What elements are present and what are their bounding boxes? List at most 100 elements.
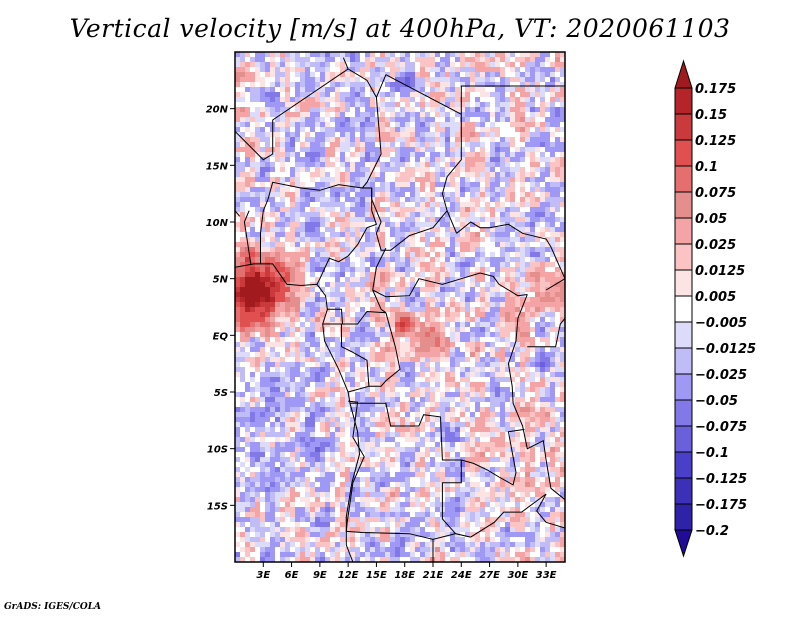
field-cell [465,82,471,88]
field-cell [400,372,406,378]
field-cell [290,122,296,128]
field-cell [500,162,506,168]
field-cell [290,62,296,68]
field-cell [275,67,281,73]
field-cell [320,67,326,73]
field-cell [375,302,381,308]
field-cell [340,92,346,98]
field-cell [390,132,396,138]
field-cell [305,237,311,243]
field-cell [240,152,246,158]
field-cell [420,117,426,123]
field-cell [235,162,241,168]
field-cell [470,232,476,238]
field-cell [450,337,456,343]
field-cell [380,112,386,118]
field-cell [280,342,286,348]
field-cell [535,67,541,73]
field-cell [395,377,401,383]
field-cell [410,177,416,183]
field-cell [260,392,266,398]
field-cell [495,72,501,78]
field-cell [375,412,381,418]
field-cell [290,372,296,378]
field-cell [235,87,241,93]
field-cell [540,222,546,228]
field-cell [350,227,356,233]
field-cell [290,92,296,98]
field-cell [365,242,371,248]
field-cell [510,297,516,303]
field-cell [465,117,471,123]
field-cell [245,387,251,393]
field-cell [460,392,466,398]
field-cell [535,397,541,403]
field-cell [275,332,281,338]
field-cell [450,157,456,163]
field-cell [560,322,565,328]
field-cell [280,57,286,63]
field-cell [530,92,536,98]
field-cell [320,62,326,68]
field-cell [460,297,466,303]
field-cell [530,292,536,298]
field-cell [335,282,341,288]
field-cell [395,362,401,368]
field-cell [400,167,406,173]
field-cell [460,207,466,213]
field-cell [350,192,356,198]
field-cell [265,247,271,253]
field-cell [235,137,241,143]
field-cell [555,92,561,98]
field-cell [380,277,386,283]
field-cell [515,377,521,383]
field-cell [475,417,481,423]
field-cell [535,287,541,293]
field-cell [510,317,516,323]
field-cell [550,137,556,143]
field-cell [415,402,421,408]
field-cell [360,107,366,113]
field-cell [255,327,261,333]
field-cell [490,192,496,198]
field-cell [310,427,316,433]
field-cell [560,167,565,173]
field-cell [430,257,436,263]
field-cell [440,152,446,158]
field-cell [280,122,286,128]
field-cell [305,357,311,363]
field-cell [430,407,436,413]
field-cell [370,312,376,318]
field-cell [300,222,306,228]
field-cell [360,62,366,68]
field-cell [355,137,361,143]
field-cell [425,77,431,83]
field-cell [510,302,516,308]
field-cell [480,112,486,118]
field-cell [340,292,346,298]
field-cell [340,187,346,193]
field-cell [540,367,546,373]
field-cell [235,207,241,213]
field-cell [530,147,536,153]
field-cell [430,67,436,73]
field-cell [300,57,306,63]
field-cell [485,242,491,248]
field-cell [475,202,481,208]
field-cell [365,277,371,283]
field-cell [470,382,476,388]
field-cell [530,282,536,288]
field-cell [475,237,481,243]
field-cell [430,322,436,328]
field-cell [340,242,346,248]
field-cell [345,407,351,413]
field-cell [400,212,406,218]
field-cell [540,77,546,83]
field-cell [540,87,546,93]
field-cell [550,372,556,378]
field-cell [260,182,266,188]
field-cell [560,342,565,348]
field-cell [385,267,391,273]
field-cell [430,242,436,248]
field-cell [255,307,261,313]
